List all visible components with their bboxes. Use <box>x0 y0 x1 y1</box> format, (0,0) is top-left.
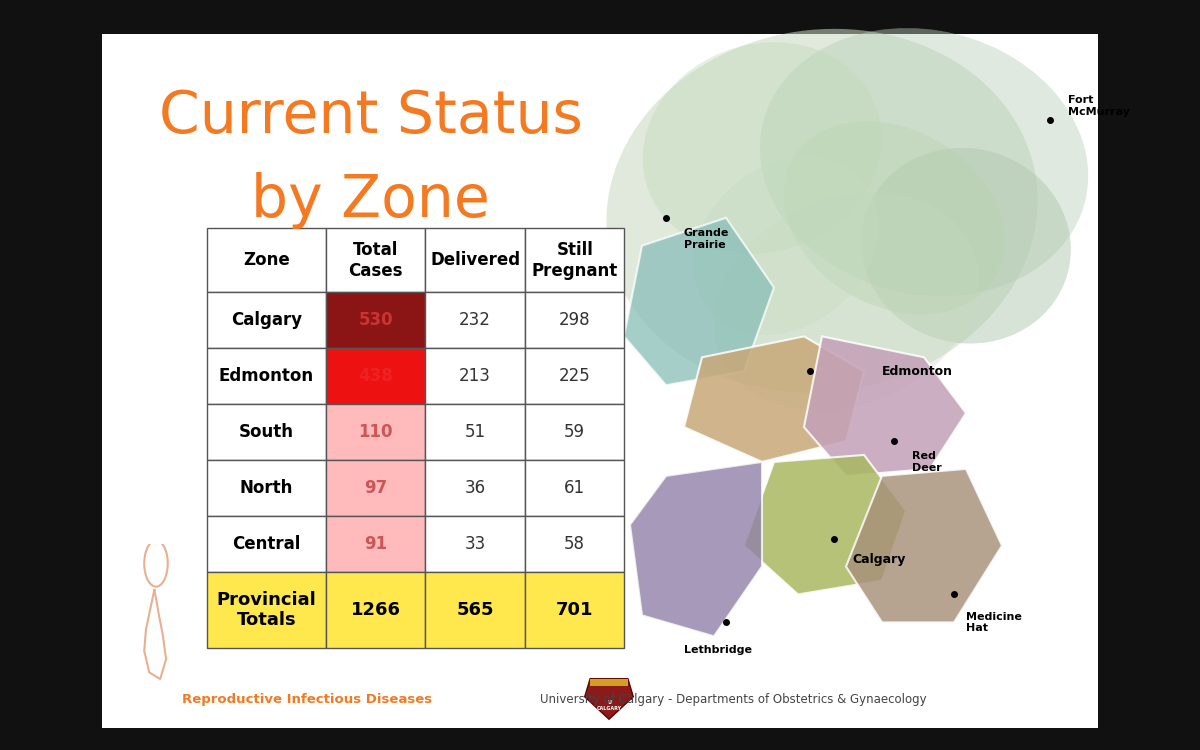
Polygon shape <box>804 336 966 476</box>
Text: Calgary: Calgary <box>230 311 301 329</box>
Text: 225: 225 <box>559 368 590 386</box>
Text: Edmonton: Edmonton <box>882 364 953 378</box>
Ellipse shape <box>760 28 1088 296</box>
Text: 110: 110 <box>359 423 392 441</box>
Text: Red
Deer: Red Deer <box>912 451 942 472</box>
Polygon shape <box>584 679 634 719</box>
Text: 97: 97 <box>364 479 388 497</box>
Text: Central: Central <box>232 536 300 554</box>
Text: Grande
Prairie: Grande Prairie <box>684 228 730 250</box>
Ellipse shape <box>643 42 881 254</box>
Ellipse shape <box>714 193 978 410</box>
Text: 298: 298 <box>559 311 590 329</box>
Text: U
CALGARY: U CALGARY <box>596 700 622 711</box>
Polygon shape <box>846 469 1002 622</box>
Text: 701: 701 <box>556 601 594 619</box>
Text: 58: 58 <box>564 536 586 554</box>
Text: 438: 438 <box>359 368 392 386</box>
Text: Medicine
Hat: Medicine Hat <box>966 611 1022 633</box>
Text: University of Calgary - Departments of Obstetrics & Gynaecology: University of Calgary - Departments of O… <box>540 693 926 706</box>
Polygon shape <box>630 462 762 636</box>
Text: Fort
McMurray: Fort McMurray <box>1068 95 1130 117</box>
Text: 33: 33 <box>464 536 486 554</box>
Text: Edmonton: Edmonton <box>218 368 313 386</box>
Polygon shape <box>744 455 906 595</box>
Ellipse shape <box>784 122 1004 314</box>
Polygon shape <box>624 217 774 386</box>
Text: 36: 36 <box>464 479 486 497</box>
Ellipse shape <box>694 157 878 335</box>
Text: by Zone: by Zone <box>252 172 491 229</box>
Text: Total
Cases: Total Cases <box>348 241 403 280</box>
Text: South: South <box>239 423 294 441</box>
Text: 1266: 1266 <box>350 601 401 619</box>
Ellipse shape <box>862 148 1070 344</box>
Text: 213: 213 <box>460 368 491 386</box>
Text: 232: 232 <box>460 311 491 329</box>
Text: 61: 61 <box>564 479 586 497</box>
Text: 91: 91 <box>364 536 388 554</box>
Text: Still
Pregnant: Still Pregnant <box>532 241 618 280</box>
Text: Provincial
Totals: Provincial Totals <box>216 590 316 629</box>
Text: Reproductive Infectious Diseases: Reproductive Infectious Diseases <box>181 693 432 706</box>
Text: North: North <box>240 479 293 497</box>
Text: Calgary: Calgary <box>852 553 905 566</box>
Text: 565: 565 <box>456 601 494 619</box>
Ellipse shape <box>606 28 1038 393</box>
Text: Lethbridge: Lethbridge <box>684 645 752 656</box>
Text: Zone: Zone <box>242 251 289 269</box>
Text: Delivered: Delivered <box>430 251 521 269</box>
Text: 59: 59 <box>564 423 586 441</box>
Text: 51: 51 <box>464 423 486 441</box>
Polygon shape <box>684 336 864 462</box>
Polygon shape <box>590 679 628 686</box>
Text: 530: 530 <box>359 311 392 329</box>
Text: Current Status: Current Status <box>158 88 583 146</box>
